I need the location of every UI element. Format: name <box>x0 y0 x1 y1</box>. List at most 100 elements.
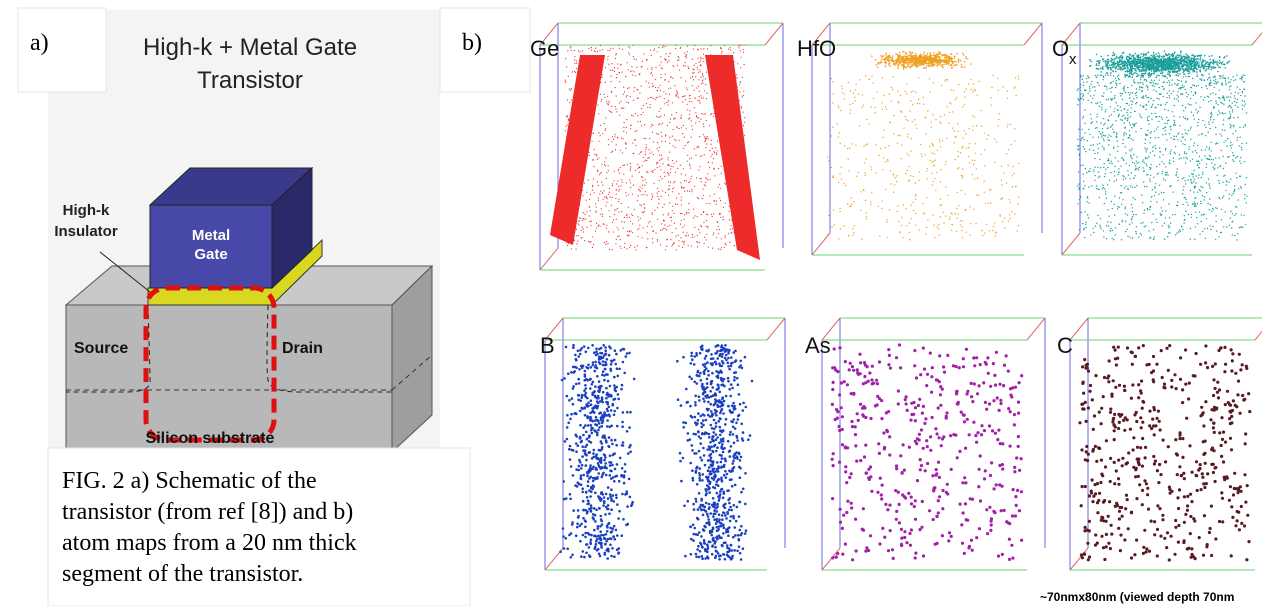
atom <box>933 64 935 66</box>
atom <box>855 89 856 90</box>
atom <box>907 120 908 121</box>
atom <box>908 63 910 65</box>
atom <box>681 197 682 198</box>
atom <box>587 112 588 113</box>
atom <box>1142 202 1143 203</box>
atom <box>1211 150 1212 151</box>
atom <box>1010 124 1011 125</box>
atom <box>703 61 704 62</box>
atom <box>1098 171 1099 172</box>
atom <box>676 45 677 46</box>
atom <box>652 214 653 215</box>
atom <box>1239 227 1240 228</box>
atom <box>1139 65 1141 67</box>
atom <box>646 171 647 172</box>
atom <box>1172 79 1173 80</box>
atom <box>593 244 594 245</box>
atom <box>582 169 583 170</box>
atom <box>626 132 627 133</box>
atom <box>702 79 703 80</box>
atom <box>715 147 716 148</box>
atom <box>665 228 666 229</box>
atom <box>1170 153 1171 154</box>
atom <box>1244 198 1245 199</box>
atom <box>660 96 661 97</box>
atom <box>634 87 635 88</box>
atom <box>1201 159 1202 160</box>
atom <box>1189 72 1191 74</box>
atom <box>1226 97 1227 98</box>
atom <box>660 176 661 177</box>
atom <box>945 79 946 80</box>
atom <box>735 173 736 174</box>
atom <box>644 124 645 125</box>
atom <box>689 98 690 99</box>
atom <box>646 144 647 145</box>
atom <box>739 207 740 208</box>
atom <box>1208 101 1209 102</box>
atom <box>1113 75 1114 76</box>
atom <box>905 173 906 174</box>
atom <box>1146 174 1147 175</box>
atom <box>642 165 643 166</box>
atom <box>1136 76 1137 77</box>
atom <box>1156 65 1158 67</box>
atom <box>1108 120 1109 121</box>
atom <box>1174 66 1176 68</box>
atom <box>688 209 689 210</box>
atom <box>625 142 626 143</box>
atom <box>1182 87 1183 88</box>
atom <box>729 211 730 212</box>
frame-edge <box>1062 233 1080 255</box>
atom <box>1133 73 1135 75</box>
atom <box>897 65 899 67</box>
atom <box>1154 236 1155 237</box>
atom <box>1079 154 1080 155</box>
atom <box>658 191 659 192</box>
atom <box>636 145 637 146</box>
atom <box>962 175 963 176</box>
atom <box>898 57 900 59</box>
atom <box>1117 64 1119 66</box>
atom <box>572 121 573 122</box>
atom <box>1010 144 1011 145</box>
atom <box>646 59 647 60</box>
atom <box>1129 135 1130 136</box>
atom <box>1114 95 1115 96</box>
atom <box>641 114 642 115</box>
atom <box>652 195 653 196</box>
atom <box>714 201 715 202</box>
atom <box>740 137 741 138</box>
atom <box>682 247 683 248</box>
atom <box>652 242 653 243</box>
atom <box>565 80 566 81</box>
atom <box>670 239 671 240</box>
atom <box>671 166 672 167</box>
atom <box>1089 171 1090 172</box>
atom <box>926 65 928 67</box>
atom <box>684 214 685 215</box>
atom <box>669 203 670 204</box>
atom <box>1113 52 1115 54</box>
atom <box>632 75 633 76</box>
atom <box>1166 59 1168 61</box>
atom <box>743 138 744 139</box>
atom <box>1133 214 1134 215</box>
atom <box>1212 92 1213 93</box>
atom <box>953 65 955 67</box>
atom <box>691 137 692 138</box>
atom <box>1089 59 1091 61</box>
atom <box>905 119 906 120</box>
atom <box>576 243 577 244</box>
atom <box>851 197 852 198</box>
atom <box>928 59 930 61</box>
atom <box>1123 160 1124 161</box>
atom <box>1124 76 1125 77</box>
atom <box>1198 134 1199 135</box>
atom <box>829 201 830 202</box>
atom <box>869 124 870 125</box>
atom <box>688 203 689 204</box>
atom <box>1123 179 1124 180</box>
atom <box>731 186 732 187</box>
atom <box>1169 217 1170 218</box>
